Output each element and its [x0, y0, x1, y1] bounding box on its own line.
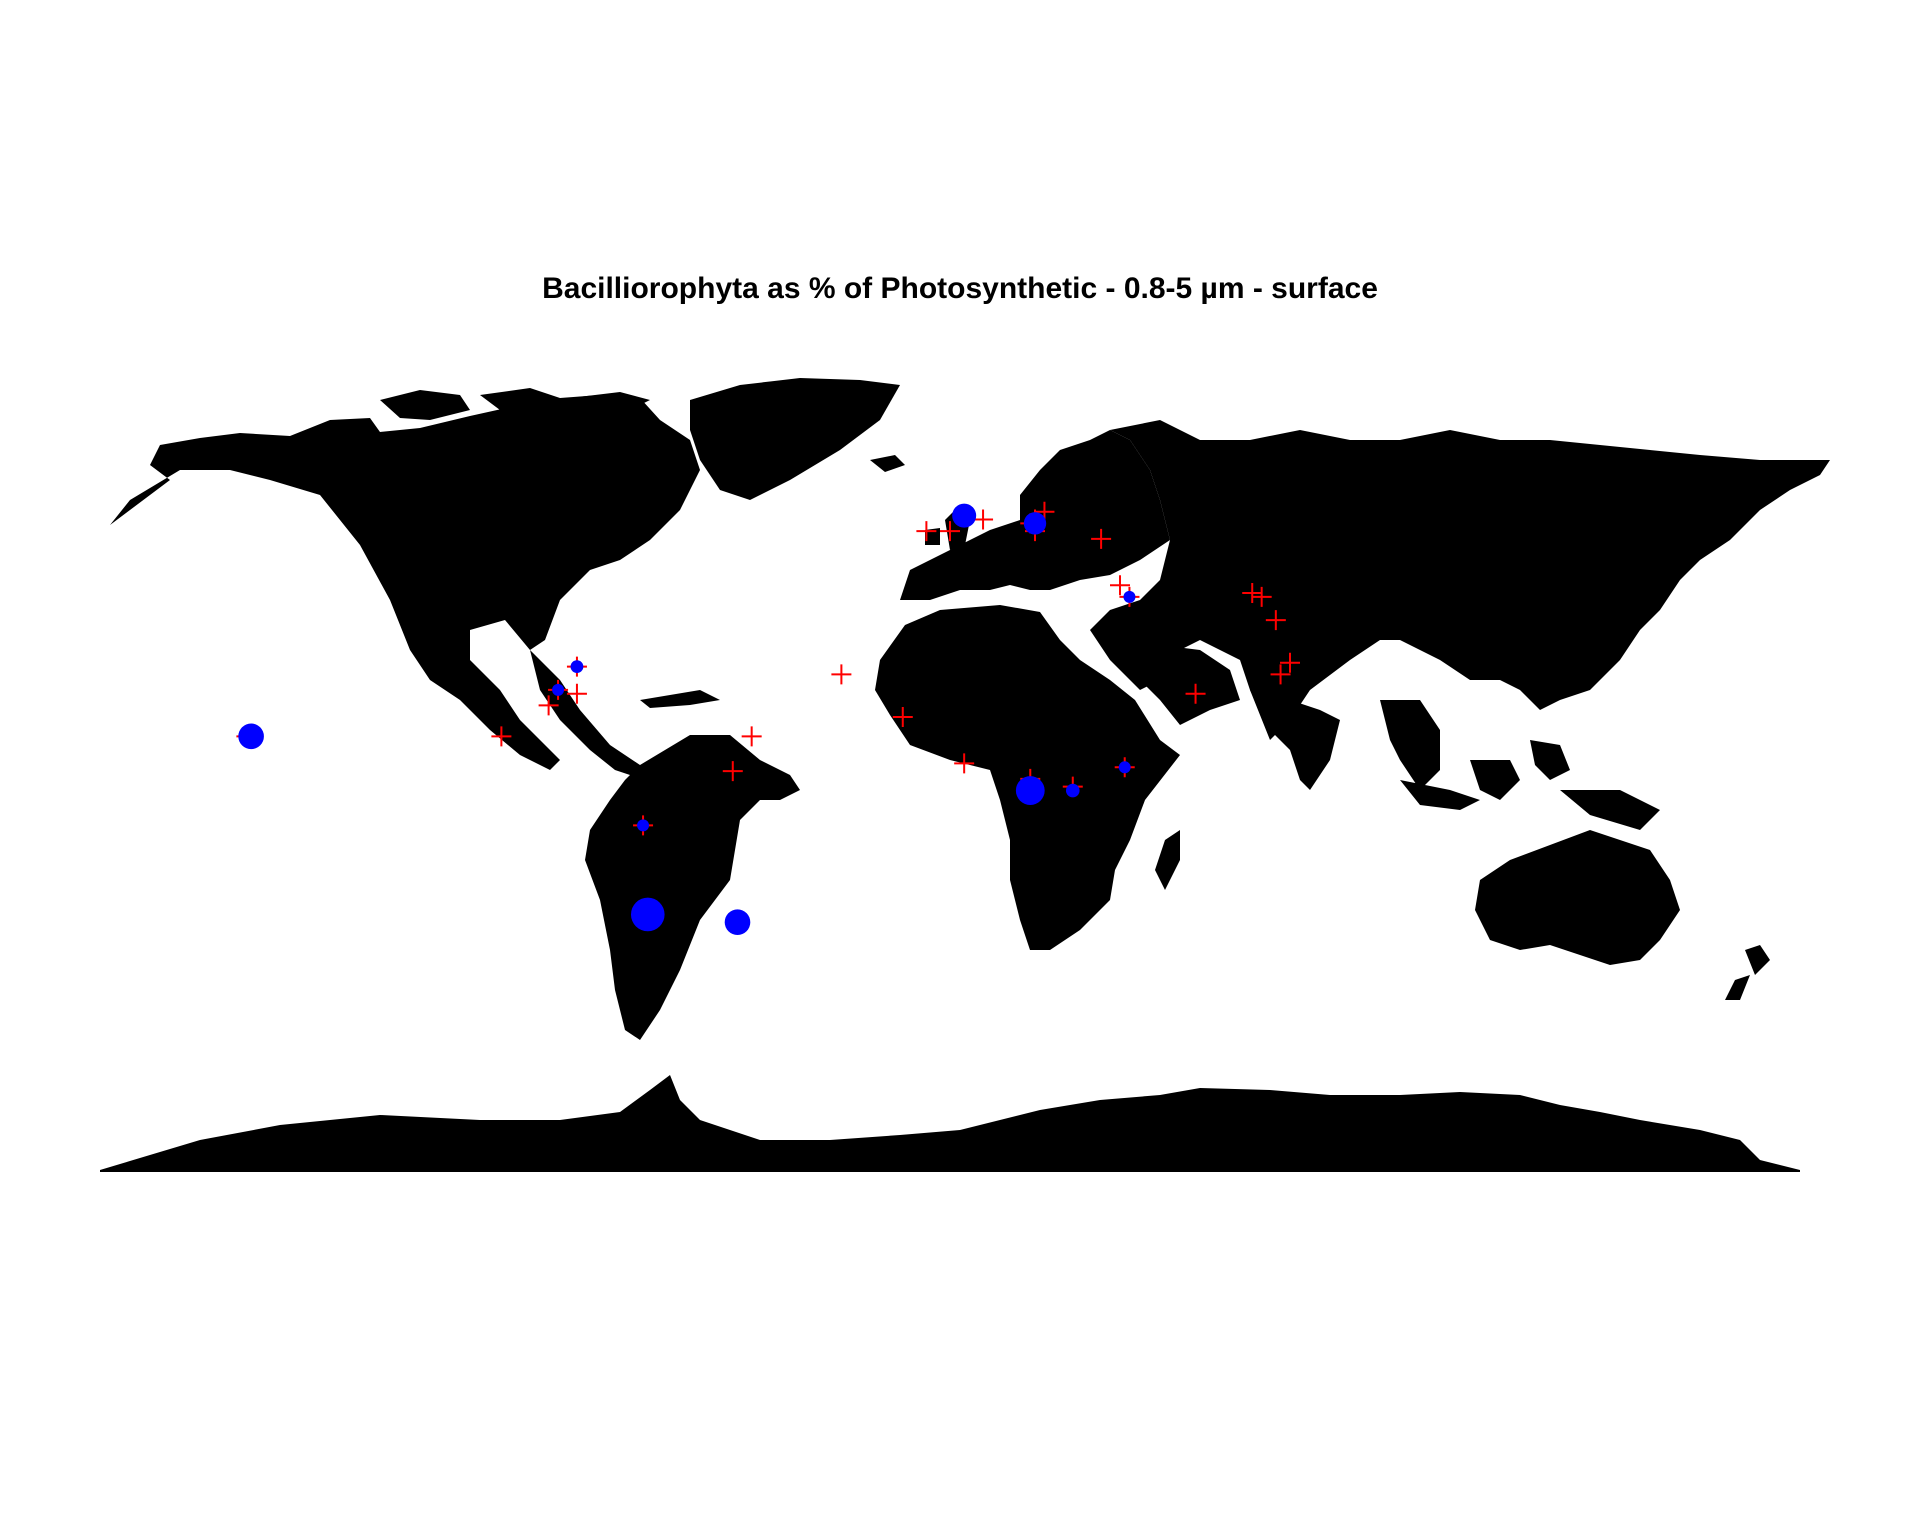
station-marker — [973, 509, 994, 530]
station-marker — [1091, 528, 1112, 549]
north-america — [110, 395, 700, 770]
india — [1250, 690, 1340, 790]
japan — [1600, 540, 1645, 620]
antarctica — [100, 1075, 1800, 1172]
station-marker — [722, 761, 743, 782]
value-dots — [238, 503, 1136, 935]
value-dot — [238, 723, 264, 750]
southeast-asia — [1380, 700, 1660, 830]
station-marker — [1270, 664, 1291, 685]
value-dot — [552, 683, 565, 696]
value-dot — [1015, 776, 1045, 805]
value-dot — [1123, 590, 1136, 603]
value-dot — [724, 909, 751, 935]
value-dot — [1023, 512, 1047, 535]
australia — [1475, 830, 1680, 965]
station-marker — [831, 664, 852, 685]
value-dot — [570, 660, 584, 674]
arabian-peninsula — [1120, 645, 1240, 725]
station-marker — [491, 726, 512, 747]
south-america — [585, 735, 800, 1040]
map-title: Bacilliorophyta as % of Photosynthetic -… — [542, 272, 1378, 305]
arctic-islands — [380, 388, 660, 440]
station-marker — [1280, 652, 1300, 673]
greenland — [690, 378, 900, 500]
new-zealand — [1725, 945, 1770, 1000]
station-marker — [1265, 610, 1286, 631]
value-dot — [1065, 783, 1080, 798]
asia — [1090, 420, 1830, 740]
station-marker — [916, 521, 937, 542]
station-marker — [940, 521, 960, 542]
station-marker — [954, 753, 975, 774]
value-dot — [637, 819, 650, 832]
station-marker — [538, 695, 559, 716]
station-marker — [892, 706, 913, 727]
station-marker — [1251, 586, 1272, 607]
station-marker — [1185, 683, 1206, 704]
land-masses — [100, 378, 1830, 1172]
value-dot — [952, 503, 977, 528]
iceland — [870, 455, 905, 472]
value-dot — [630, 897, 665, 932]
value-dot — [1118, 761, 1131, 774]
madagascar — [1155, 830, 1180, 890]
station-marker — [1110, 575, 1130, 596]
station-marker — [566, 683, 587, 704]
station-marker — [1242, 583, 1263, 604]
central-america — [530, 650, 720, 780]
station-marker — [741, 726, 762, 747]
